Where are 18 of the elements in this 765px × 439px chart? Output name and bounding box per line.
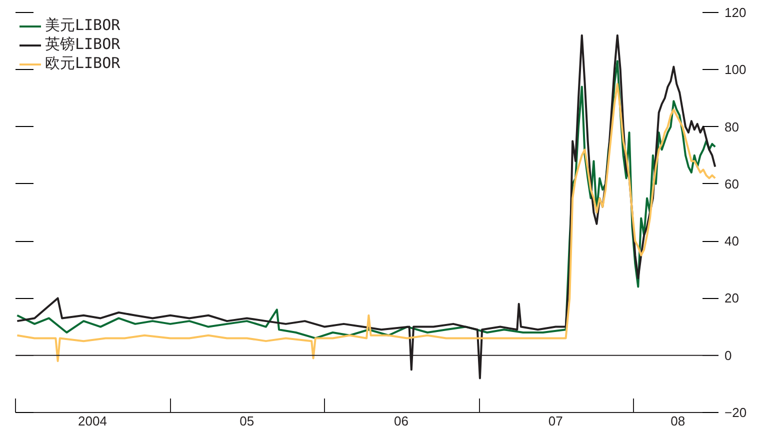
x-tick-label: 06 (394, 414, 408, 428)
y-tick-label: 80 (724, 119, 739, 134)
x-tick-label: 07 (548, 414, 563, 428)
y-tick-label: 60 (724, 176, 739, 192)
line-series (16, 34, 716, 380)
legend-label: 美元LIBOR (45, 16, 120, 35)
y-tick-label: 100 (724, 62, 746, 78)
y-tick-label: −20 (724, 405, 747, 420)
y-tick-label: 120 (724, 5, 746, 20)
x-tick-label: 08 (670, 414, 686, 428)
legend-label: 欧元LIBOR (45, 54, 120, 73)
y-tick-label: 0 (724, 348, 732, 363)
legend-label: 英镑LIBOR (45, 35, 120, 54)
x-tick-label: 05 (240, 414, 254, 428)
line-series (16, 82, 716, 362)
x-tick-label: 2004 (78, 414, 107, 428)
y-tick-label: 20 (724, 290, 739, 306)
y-tick-label: 40 (724, 234, 739, 249)
